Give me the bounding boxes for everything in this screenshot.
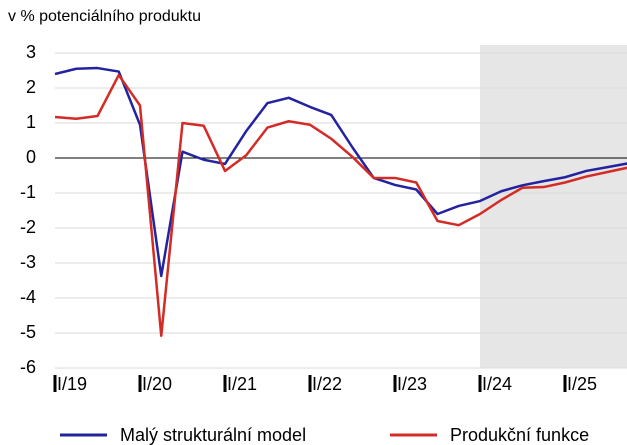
y-tick-label: -5 <box>20 322 36 342</box>
x-tick-label: I/22 <box>312 374 342 394</box>
x-tick-label: I/25 <box>567 374 597 394</box>
series-line <box>54 73 627 338</box>
legend-label: Malý strukturální model <box>120 425 306 445</box>
y-tick-label: 2 <box>26 77 36 97</box>
x-tick-label: I/20 <box>142 374 172 394</box>
x-tick-label: I/19 <box>57 374 87 394</box>
y-tick-label: -2 <box>20 217 36 237</box>
y-tick-label: 1 <box>26 112 36 132</box>
x-tick-label: I/21 <box>227 374 257 394</box>
y-tick-label: -3 <box>20 252 36 272</box>
y-tick-label: 0 <box>26 147 36 167</box>
forecast-shading <box>480 45 627 368</box>
y-tick-label: 3 <box>26 42 36 62</box>
y-tick-label: -6 <box>20 357 36 377</box>
x-tick-label: I/24 <box>482 374 512 394</box>
series-line <box>54 66 627 278</box>
y-axis-label: v % potenciálního produktu <box>8 8 201 25</box>
legend-label: Produkční funkce <box>450 425 589 445</box>
y-tick-label: -4 <box>20 287 36 307</box>
x-tick-label: I/23 <box>397 374 427 394</box>
y-tick-label: -1 <box>20 182 36 202</box>
